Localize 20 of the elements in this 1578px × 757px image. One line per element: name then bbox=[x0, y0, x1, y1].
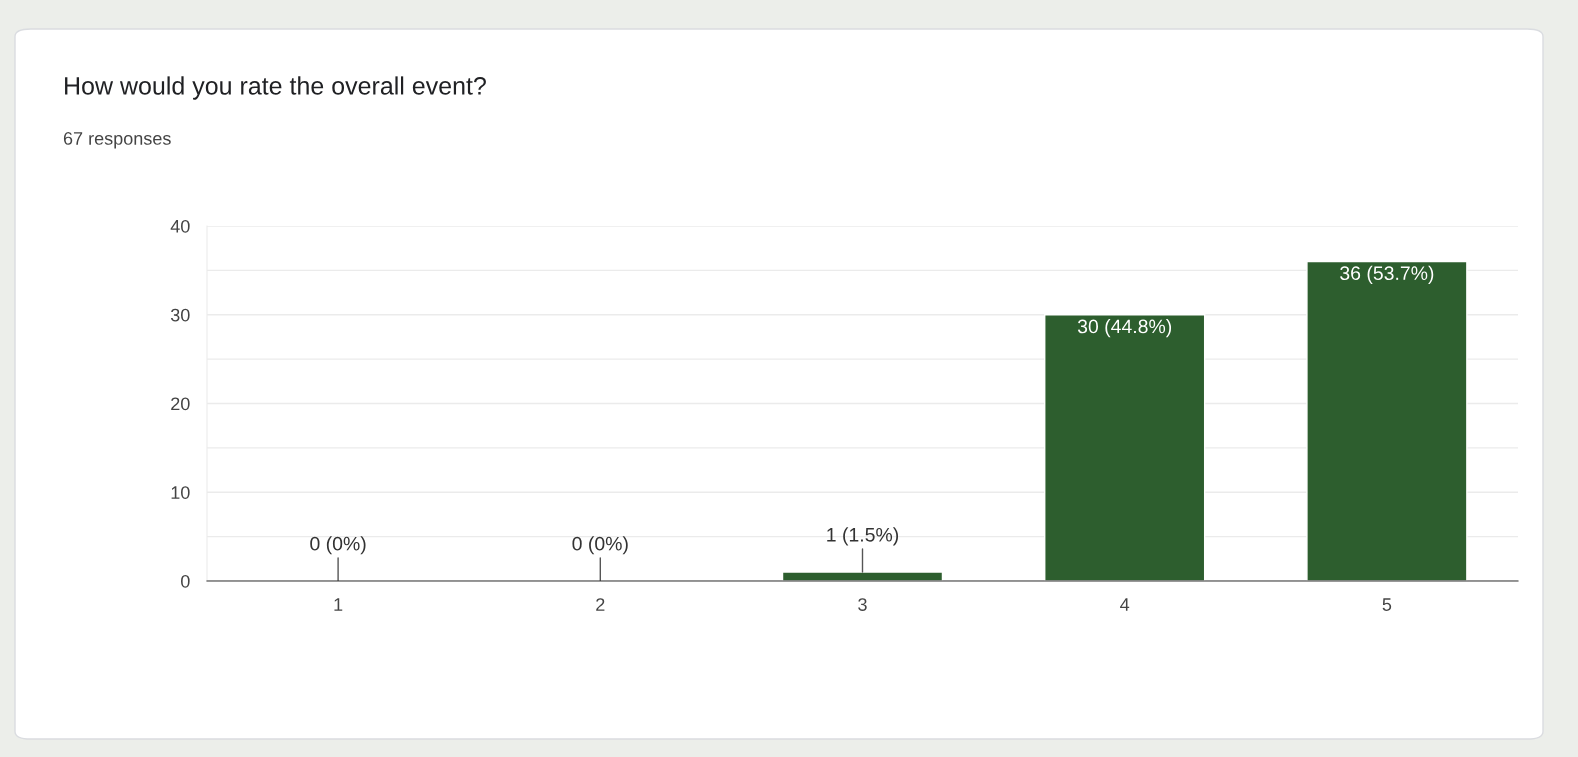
data-label: 36 (53.7%) bbox=[1340, 265, 1434, 284]
x-tick-label: 1 bbox=[334, 598, 343, 611]
data-label: 0 (0%) bbox=[310, 536, 366, 555]
chart-title: How would you rate the overall event? bbox=[65, 76, 486, 100]
x-tick-label: 3 bbox=[858, 598, 867, 611]
y-tick-label: 40 bbox=[170, 219, 190, 233]
y-tick-label: 20 bbox=[171, 397, 190, 411]
bar bbox=[1044, 314, 1206, 581]
bar bbox=[1306, 260, 1468, 581]
bar bbox=[781, 571, 944, 581]
data-label: 30 (44.8%) bbox=[1077, 319, 1172, 338]
y-tick-label: 0 bbox=[181, 574, 190, 588]
chart-subtitle: 67 responses bbox=[63, 132, 171, 149]
x-tick-label: 2 bbox=[596, 598, 605, 611]
x-tick-label: 4 bbox=[1120, 598, 1130, 611]
y-tick-label: 10 bbox=[171, 486, 190, 499]
x-tick-label: 5 bbox=[1382, 598, 1392, 611]
data-label: 1 (1.5%) bbox=[827, 527, 899, 546]
data-label: 0 (0%) bbox=[572, 536, 628, 555]
y-tick-label: 30 bbox=[170, 308, 190, 322]
